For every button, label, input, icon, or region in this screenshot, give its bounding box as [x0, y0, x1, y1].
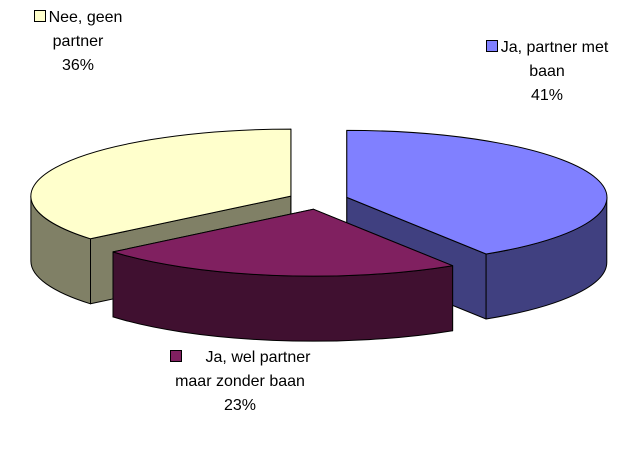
value-label: 41% — [530, 87, 564, 104]
value-label: 23% — [223, 397, 257, 414]
value-label: 36% — [61, 57, 95, 74]
legend-key — [485, 40, 498, 52]
slice-label: Ja, partner met baan 41% — [482, 36, 612, 108]
legend-key — [33, 10, 46, 22]
slice-label: Nee, geen partner 36% — [8, 6, 148, 78]
slice — [346, 129, 608, 255]
legend-key — [169, 350, 182, 362]
category-label: Nee, geen partner — [48, 9, 123, 50]
slice-label: Ja, wel partner maar zonder baan 23% — [165, 346, 315, 418]
category-label: Ja, wel partner maar zonder baan — [175, 349, 311, 390]
category-label: Ja, partner met baan — [500, 39, 609, 80]
slice — [112, 208, 454, 277]
slice — [30, 128, 292, 240]
